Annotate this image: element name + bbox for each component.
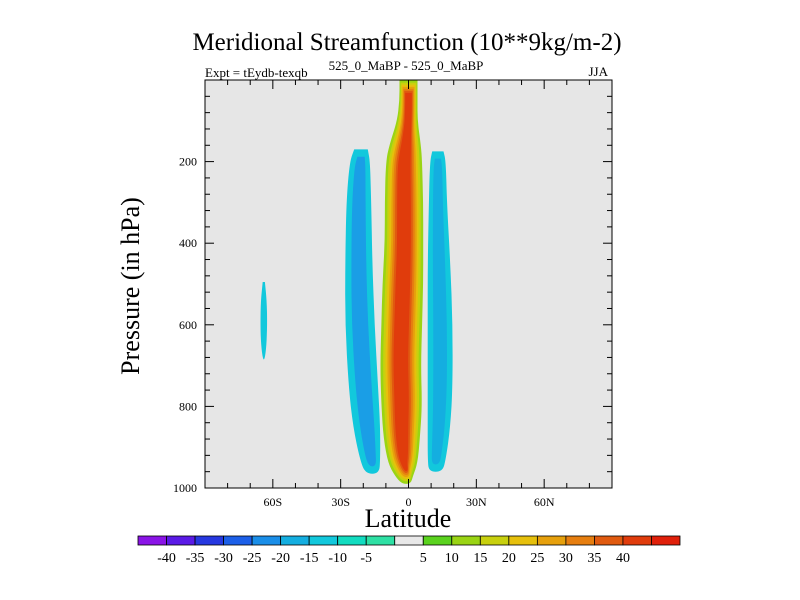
y-tick-labels: 200 400 600 800 1000 <box>173 155 197 495</box>
season-label: JJA <box>588 64 608 79</box>
colorbar-swatch <box>223 535 253 546</box>
south-negative-cell-level-1 <box>351 156 376 467</box>
colorbar-labels: -40 -35 -30 -25 -20 -15 -10 -5 5 10 15 20 25 30 35 40 <box>157 551 630 566</box>
contour-fields <box>260 80 453 484</box>
x-axis-label: Latitude <box>365 504 452 533</box>
colorbar-swatch <box>251 535 282 546</box>
colorbar-swatch <box>280 535 310 546</box>
x-tick-labels: 60S 30S 0 30N 60N <box>263 495 554 509</box>
colorbar-level-label: -5 <box>360 551 372 566</box>
colorbar-swatch <box>451 535 481 546</box>
x-tick-label: 60N <box>534 495 555 509</box>
colorbar-swatch <box>166 535 196 546</box>
chart-title: Meridional Streamfunction (10**9kg/m-2) <box>192 29 621 56</box>
colorbar-level-label: 40 <box>616 551 630 566</box>
colorbar-level-label: 20 <box>502 551 516 566</box>
colorbar-level-label: 5 <box>420 551 427 566</box>
colorbar-level-label: 35 <box>587 551 601 566</box>
y-axis-label: Pressure (in hPa) <box>116 197 145 375</box>
y-tick-label: 1000 <box>173 481 197 495</box>
colorbar-level-label: -15 <box>300 551 319 566</box>
axis-ticks <box>204 79 613 489</box>
colorbar-level-label: -35 <box>186 551 205 566</box>
north-negative-cell-level-1 <box>431 158 447 465</box>
y-tick-label: 600 <box>179 318 197 332</box>
period-label: 525_0_MaBP - 525_0_MaBP <box>329 58 484 73</box>
colorbar-swatch <box>394 535 424 546</box>
y-tick-label: 800 <box>179 399 197 413</box>
colorbar <box>137 535 681 546</box>
colorbar-swatch <box>337 535 367 546</box>
colorbar-level-label: 25 <box>530 551 544 566</box>
colorbar-swatch <box>622 535 652 546</box>
x-tick-label: 0 <box>406 495 412 509</box>
x-tick-label: 30S <box>331 495 350 509</box>
colorbar-swatch <box>479 535 510 546</box>
x-tick-label: 30N <box>466 495 487 509</box>
colorbar-swatch <box>651 535 681 546</box>
colorbar-swatch <box>536 535 567 546</box>
colorbar-swatch <box>422 535 453 546</box>
colorbar-swatch <box>194 535 224 546</box>
colorbar-swatch <box>137 535 167 546</box>
colorbar-level-label: -20 <box>271 551 290 566</box>
colorbar-swatch <box>308 535 339 546</box>
colorbar-swatch <box>365 535 396 546</box>
tropical-positive-cell-level-6 <box>393 92 412 472</box>
colorbar-level-label: -10 <box>328 551 347 566</box>
colorbar-level-label: 10 <box>445 551 459 566</box>
y-tick-label: 200 <box>179 155 197 169</box>
experiment-label: Expt = tEydb-texqb <box>205 65 308 80</box>
colorbar-swatch <box>508 535 538 546</box>
colorbar-level-label: 30 <box>559 551 573 566</box>
colorbar-level-label: -25 <box>243 551 262 566</box>
colorbar-level-label: -40 <box>157 551 176 566</box>
colorbar-swatch <box>565 535 595 546</box>
colorbar-level-label: -30 <box>214 551 233 566</box>
colorbar-level-label: 15 <box>473 551 487 566</box>
y-tick-label: 400 <box>179 236 197 250</box>
x-tick-label: 60S <box>263 495 282 509</box>
colorbar-swatch <box>594 535 624 546</box>
polar-negative-sliver-level-0 <box>260 282 268 360</box>
